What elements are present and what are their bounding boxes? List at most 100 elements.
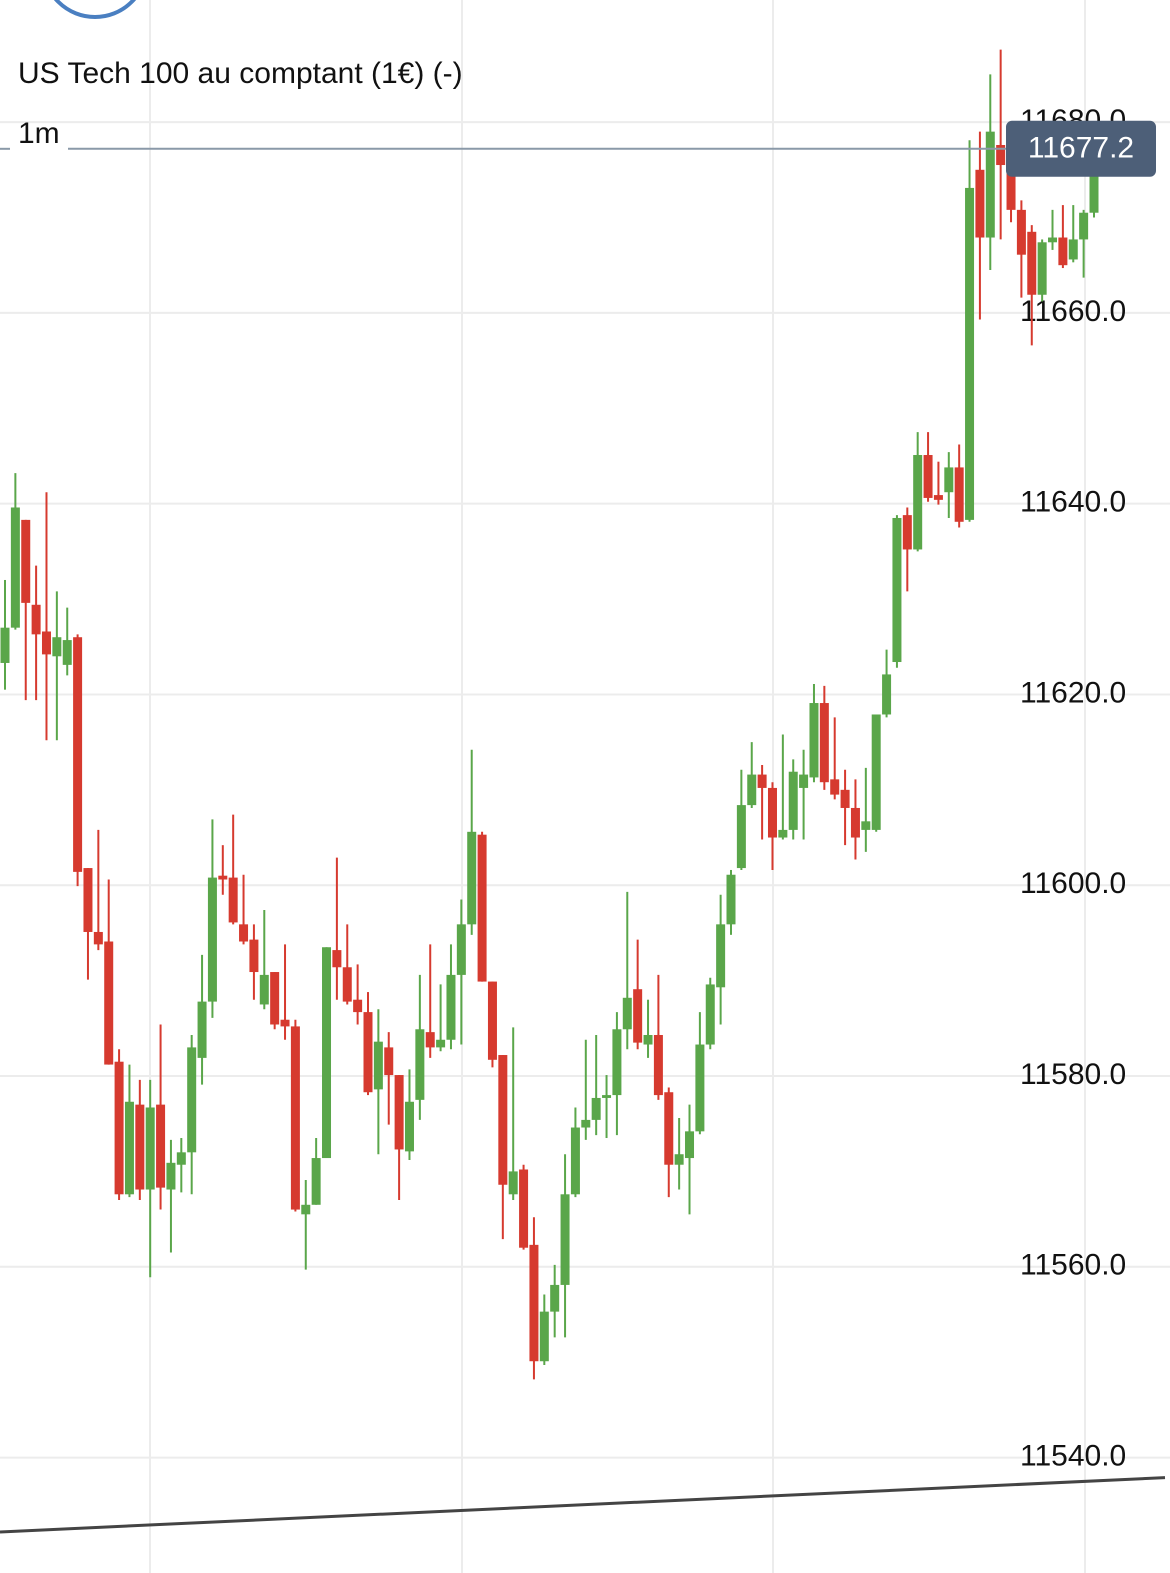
candle-body [529, 1244, 539, 1362]
candle-body [778, 829, 788, 838]
candle-body [384, 1047, 394, 1076]
candle-body [685, 1131, 695, 1159]
candle-body [913, 455, 923, 550]
candle-body [736, 805, 746, 869]
candle-body [404, 1101, 414, 1152]
candle-body [176, 1152, 186, 1165]
candle-body [394, 1075, 404, 1150]
candle-body [664, 1092, 674, 1165]
candle-body [124, 1101, 134, 1195]
candle-body [653, 1034, 663, 1096]
y-tick-label: 11660.0 [1020, 295, 1126, 328]
candle-body [674, 1154, 684, 1165]
candle-body [332, 950, 342, 968]
candle-body [965, 187, 975, 520]
candle-body [726, 874, 736, 925]
candle-body [892, 517, 902, 663]
candle-body [1016, 209, 1026, 255]
candle-body [643, 1034, 653, 1045]
candle-body [62, 640, 72, 665]
candle-body [0, 627, 10, 663]
candle-body [985, 131, 995, 238]
last-price-label: 11677.2 [1028, 132, 1134, 165]
candle-body [695, 1044, 705, 1132]
candle-body [322, 947, 332, 1159]
candle-body [477, 834, 487, 982]
candle-body [581, 1119, 591, 1128]
candle-body [10, 507, 20, 628]
candle-body [539, 1311, 549, 1362]
candle-body [819, 703, 829, 783]
candle-body [705, 984, 715, 1045]
candle-body [207, 877, 217, 1002]
candle-body [519, 1169, 529, 1248]
candle-body [1037, 242, 1047, 295]
y-tick-label: 11600.0 [1020, 867, 1126, 900]
candle-body [550, 1284, 560, 1312]
candle-body [799, 774, 809, 788]
candle-body [716, 924, 726, 988]
candle-body [570, 1127, 580, 1195]
candle-body [633, 989, 643, 1043]
y-tick-label: 11640.0 [1020, 486, 1126, 519]
grid [149, 0, 1086, 1573]
candles [0, 49, 1099, 1380]
candle-body [996, 144, 1006, 166]
candle-body [93, 931, 103, 945]
timeframe: 1m [18, 117, 60, 150]
candle-body [135, 1104, 145, 1190]
candle-body [612, 1029, 622, 1096]
candle-body [1027, 231, 1037, 295]
candle-body [871, 714, 881, 830]
candle-body [498, 1055, 508, 1185]
candle-body [104, 941, 114, 1065]
candle-body [487, 981, 497, 1060]
candle-body [114, 1061, 124, 1195]
candle-body [290, 1026, 300, 1210]
candle-body [301, 1204, 311, 1215]
candle-body [145, 1107, 155, 1190]
y-tick-label: 11560.0 [1020, 1249, 1126, 1282]
candle-body [197, 1001, 207, 1058]
candle-body [850, 807, 860, 838]
candle-body [622, 997, 632, 1030]
candle-body [270, 972, 280, 1025]
candle-body [73, 637, 83, 872]
candle-body [508, 1171, 518, 1195]
candle-body [342, 967, 352, 1002]
candle-body [788, 771, 798, 830]
candle-body [83, 868, 93, 932]
chart-title: US Tech 100 au comptant (1€) (-) [18, 57, 463, 90]
candle-body [757, 774, 767, 788]
candle-body [280, 1019, 290, 1027]
y-tick-label: 11620.0 [1020, 676, 1126, 709]
candle-body [1089, 148, 1099, 213]
candle-body [975, 169, 985, 238]
candle-body [767, 787, 777, 838]
candle-body [456, 924, 466, 975]
candle-body [1058, 237, 1068, 266]
candle-body [1006, 165, 1016, 210]
candle-body [923, 455, 933, 498]
candle-body [436, 1039, 446, 1048]
candle-body [228, 877, 238, 923]
candle-body [933, 495, 943, 500]
candle-body [21, 519, 31, 603]
candle-body [239, 924, 249, 942]
last-price-box [1006, 120, 1156, 177]
candle-body [446, 974, 456, 1040]
candle-body [373, 1041, 383, 1090]
candle-body [187, 1047, 197, 1153]
candle-body [882, 674, 892, 715]
candle-body [954, 467, 964, 522]
candle-body [41, 631, 51, 655]
y-tick-label: 11580.0 [1020, 1058, 1126, 1091]
candle-body [353, 999, 363, 1013]
candle-body [467, 831, 477, 925]
candle-body [747, 774, 757, 806]
candle-body [591, 1097, 601, 1120]
y-tick-label: 11540.0 [1020, 1439, 1126, 1472]
candle-body [31, 604, 41, 635]
candle-body [830, 779, 840, 795]
